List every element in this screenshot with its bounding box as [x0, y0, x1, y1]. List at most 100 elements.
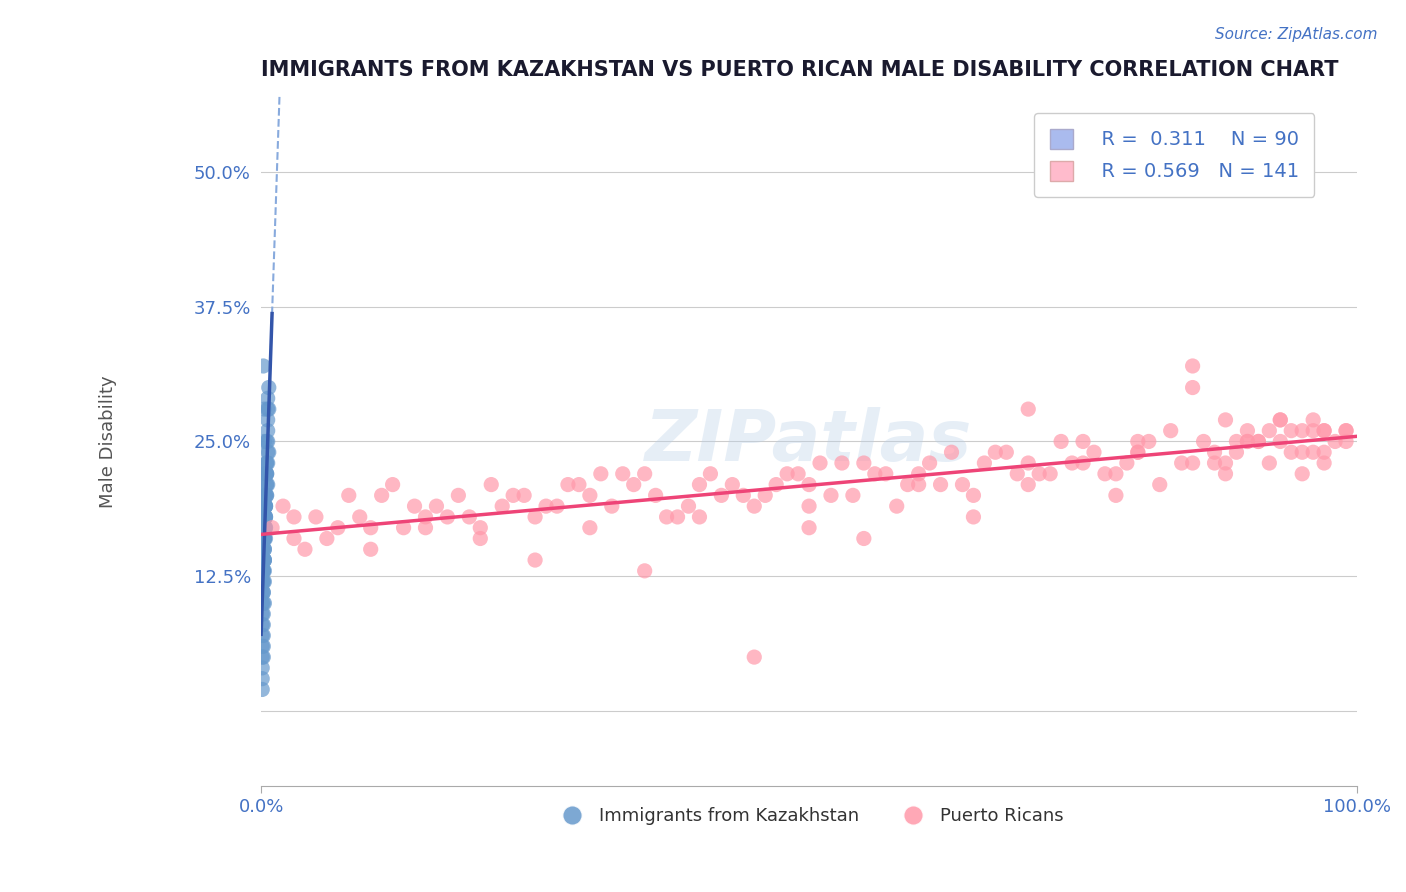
Point — [415, 510, 437, 524]
Point — [253, 510, 276, 524]
Point — [1181, 380, 1204, 394]
Point — [1302, 413, 1324, 427]
Point — [984, 445, 1007, 459]
Point — [283, 510, 305, 524]
Point — [655, 510, 678, 524]
Point — [253, 434, 276, 449]
Point — [254, 510, 277, 524]
Point — [589, 467, 612, 481]
Point — [252, 564, 274, 578]
Point — [256, 477, 278, 491]
Point — [252, 542, 274, 557]
Point — [436, 510, 458, 524]
Point — [962, 488, 984, 502]
Point — [907, 477, 929, 491]
Point — [1236, 424, 1258, 438]
Point — [250, 510, 273, 524]
Point — [1334, 424, 1357, 438]
Point — [252, 532, 274, 546]
Point — [415, 521, 437, 535]
Text: IMMIGRANTS FROM KAZAKHSTAN VS PUERTO RICAN MALE DISABILITY CORRELATION CHART: IMMIGRANTS FROM KAZAKHSTAN VS PUERTO RIC… — [262, 60, 1339, 79]
Point — [254, 467, 277, 481]
Point — [256, 456, 278, 470]
Point — [579, 488, 602, 502]
Point — [256, 467, 278, 481]
Point — [337, 488, 360, 502]
Point — [250, 672, 273, 686]
Point — [349, 510, 371, 524]
Point — [254, 510, 277, 524]
Point — [754, 488, 776, 502]
Point — [1215, 467, 1237, 481]
Point — [1302, 424, 1324, 438]
Point — [250, 607, 273, 621]
Point — [1071, 434, 1094, 449]
Point — [1160, 424, 1182, 438]
Point — [252, 585, 274, 599]
Point — [1225, 445, 1247, 459]
Point — [256, 456, 278, 470]
Point — [1149, 477, 1171, 491]
Point — [1083, 445, 1105, 459]
Point — [315, 532, 337, 546]
Point — [797, 477, 820, 491]
Point — [253, 596, 276, 610]
Point — [250, 596, 273, 610]
Point — [256, 445, 278, 459]
Point — [252, 359, 274, 373]
Point — [252, 564, 274, 578]
Point — [256, 392, 278, 406]
Point — [254, 488, 277, 502]
Point — [254, 510, 277, 524]
Point — [600, 499, 623, 513]
Point — [1247, 434, 1270, 449]
Point — [253, 574, 276, 589]
Point — [962, 510, 984, 524]
Point — [1313, 424, 1336, 438]
Point — [688, 477, 710, 491]
Point — [1105, 467, 1128, 481]
Point — [1094, 467, 1116, 481]
Point — [256, 434, 278, 449]
Point — [742, 499, 765, 513]
Point — [250, 521, 273, 535]
Point — [256, 434, 278, 449]
Point — [256, 402, 278, 417]
Point — [897, 477, 920, 491]
Point — [1050, 434, 1073, 449]
Point — [612, 467, 634, 481]
Point — [952, 477, 974, 491]
Point — [252, 521, 274, 535]
Point — [1192, 434, 1215, 449]
Point — [257, 380, 280, 394]
Point — [253, 521, 276, 535]
Point — [250, 542, 273, 557]
Point — [250, 585, 273, 599]
Point — [1334, 424, 1357, 438]
Point — [256, 477, 278, 491]
Point — [1270, 434, 1292, 449]
Point — [1313, 424, 1336, 438]
Point — [252, 596, 274, 610]
Point — [907, 467, 929, 481]
Point — [253, 402, 276, 417]
Point — [252, 585, 274, 599]
Point — [733, 488, 755, 502]
Point — [742, 650, 765, 665]
Point — [254, 532, 277, 546]
Point — [1105, 488, 1128, 502]
Point — [252, 574, 274, 589]
Point — [797, 499, 820, 513]
Point — [326, 521, 349, 535]
Point — [1204, 445, 1226, 459]
Point — [447, 488, 470, 502]
Point — [253, 532, 276, 546]
Point — [254, 488, 277, 502]
Point — [1236, 434, 1258, 449]
Point — [1028, 467, 1050, 481]
Point — [250, 553, 273, 567]
Point — [524, 553, 547, 567]
Point — [831, 456, 853, 470]
Point — [688, 510, 710, 524]
Point — [1247, 434, 1270, 449]
